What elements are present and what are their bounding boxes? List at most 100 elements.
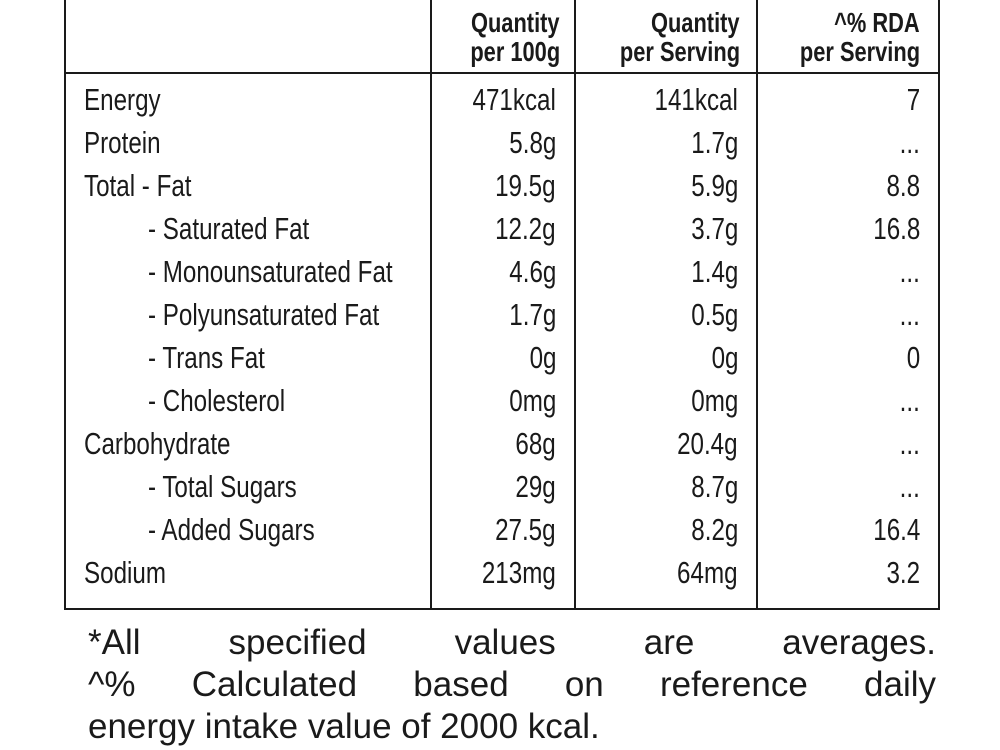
value-per-serving: 141kcal bbox=[576, 78, 738, 121]
nutrient-name: - Monounsaturated Fat bbox=[148, 250, 488, 293]
table-row: - Trans Fat 0g 0g 0 bbox=[66, 336, 938, 379]
nutrient-name: - Total Sugars bbox=[148, 465, 488, 508]
value-rda-text: ... bbox=[899, 125, 920, 160]
table-row: - Polyunsaturated Fat 1.7g 0.5g... bbox=[66, 293, 938, 336]
value-rda-text: ... bbox=[899, 383, 920, 418]
nutrient-name-text: Total - Fat bbox=[84, 168, 192, 203]
value-rda: 0 bbox=[758, 336, 920, 379]
nutrient-name-text: - Polyunsaturated Fat bbox=[148, 297, 380, 332]
value-per-100g: 1.7g bbox=[432, 293, 556, 336]
value-per-100g: 12.2g bbox=[432, 207, 556, 250]
nutrient-name: Total - Fat bbox=[84, 164, 424, 207]
value-per-serving: 0.5g bbox=[576, 293, 738, 336]
value-per-serving-text: 8.2g bbox=[690, 512, 738, 547]
header-rda: ^% RDA per Serving bbox=[758, 0, 920, 74]
value-rda-text: 7 bbox=[906, 82, 920, 117]
value-per-100g-text: 27.5g bbox=[495, 512, 556, 547]
column-divider bbox=[756, 0, 758, 608]
nutrient-name: Energy bbox=[84, 78, 424, 121]
value-per-serving-text: 1.7g bbox=[690, 125, 738, 160]
value-per-100g: 29g bbox=[432, 465, 556, 508]
value-rda: 8.8 bbox=[758, 164, 920, 207]
value-per-serving-text: 0mg bbox=[690, 383, 738, 418]
table-row: Total - Fat 19.5g 5.9g 8.8 bbox=[66, 164, 938, 207]
table-row: Protein 5.8g 1.7g... bbox=[66, 121, 938, 164]
value-per-100g-text: 471kcal bbox=[472, 82, 556, 117]
value-per-serving: 0mg bbox=[576, 379, 738, 422]
value-per-100g-text: 0g bbox=[529, 340, 556, 375]
value-per-100g-text: 1.7g bbox=[508, 297, 556, 332]
value-rda: ... bbox=[758, 465, 920, 508]
nutrient-name: - Cholesterol bbox=[148, 379, 488, 422]
nutrient-name-text: Carbohydrate bbox=[84, 426, 231, 461]
value-per-100g: 68g bbox=[432, 422, 556, 465]
value-rda-text: ... bbox=[899, 297, 920, 332]
value-rda: ... bbox=[758, 422, 920, 465]
value-per-serving: 8.7g bbox=[576, 465, 738, 508]
value-per-100g: 5.8g bbox=[432, 121, 556, 164]
header-rda-line2: per Serving bbox=[799, 36, 920, 67]
value-per-serving: 1.7g bbox=[576, 121, 738, 164]
value-per-serving-text: 0.5g bbox=[690, 297, 738, 332]
value-rda: ... bbox=[758, 250, 920, 293]
value-per-serving: 5.9g bbox=[576, 164, 738, 207]
value-per-100g: 0mg bbox=[432, 379, 556, 422]
footnote-line: ^% Calculated based on reference daily bbox=[88, 665, 936, 704]
value-per-100g-text: 19.5g bbox=[495, 168, 556, 203]
nutrient-name: Sodium bbox=[84, 551, 424, 594]
column-divider bbox=[430, 0, 432, 608]
table-row: Energy 471kcal 141kcal 7 bbox=[66, 78, 938, 121]
nutrient-name-text: - Saturated Fat bbox=[148, 211, 310, 246]
nutrient-name: - Added Sugars bbox=[148, 508, 488, 551]
value-per-serving-text: 0g bbox=[711, 340, 738, 375]
header-rda-line1: ^% RDA bbox=[834, 7, 920, 38]
value-per-serving-text: 141kcal bbox=[654, 82, 738, 117]
nutrient-name: - Saturated Fat bbox=[148, 207, 488, 250]
nutrient-name: Protein bbox=[84, 121, 424, 164]
value-per-100g: 4.6g bbox=[432, 250, 556, 293]
value-per-100g-text: 5.8g bbox=[508, 125, 556, 160]
header-per-serving-line1: Quantity bbox=[651, 7, 740, 38]
value-rda-text: 16.8 bbox=[872, 211, 920, 246]
value-per-serving: 3.7g bbox=[576, 207, 738, 250]
footnote-line: *All specified values are averages. bbox=[88, 623, 936, 662]
header-per-serving: Quantity per Serving bbox=[576, 0, 740, 74]
value-per-serving-text: 5.9g bbox=[690, 168, 738, 203]
value-per-100g-text: 0mg bbox=[508, 383, 556, 418]
nutrient-name-text: - Added Sugars bbox=[148, 512, 315, 547]
nutrient-name: Carbohydrate bbox=[84, 422, 424, 465]
nutrient-name-text: - Total Sugars bbox=[148, 469, 297, 504]
value-per-100g-text: 4.6g bbox=[508, 254, 556, 289]
value-rda: ... bbox=[758, 293, 920, 336]
nutrient-name-text: - Cholesterol bbox=[148, 383, 286, 418]
nutrient-name-text: Sodium bbox=[84, 555, 166, 590]
value-per-100g-text: 68g bbox=[515, 426, 556, 461]
table-row: - Total Sugars 29g 8.7g... bbox=[66, 465, 938, 508]
value-per-serving: 8.2g bbox=[576, 508, 738, 551]
table-row: - Added Sugars 27.5g 8.2g 16.4 bbox=[66, 508, 938, 551]
header-per-100g-line2: per 100g bbox=[470, 36, 560, 67]
value-per-serving: 1.4g bbox=[576, 250, 738, 293]
value-per-100g-text: 29g bbox=[515, 469, 556, 504]
value-per-serving: 20.4g bbox=[576, 422, 738, 465]
value-rda: 7 bbox=[758, 78, 920, 121]
table-row: Sodium 213mg 64mg 3.2 bbox=[66, 551, 938, 594]
footnote-line: energy intake value of 2000 kcal. bbox=[88, 707, 600, 746]
value-per-serving-text: 64mg bbox=[677, 555, 738, 590]
header-per-serving-line2: per Serving bbox=[619, 36, 740, 67]
header-per-100g-line1: Quantity bbox=[471, 7, 560, 38]
table-row: - Saturated Fat 12.2g 3.7g 16.8 bbox=[66, 207, 938, 250]
value-rda: 3.2 bbox=[758, 551, 920, 594]
table-row: - Monounsaturated Fat 4.6g 1.4g... bbox=[66, 250, 938, 293]
value-per-100g: 0g bbox=[432, 336, 556, 379]
value-rda-text: 16.4 bbox=[872, 512, 920, 547]
header-divider bbox=[66, 72, 938, 74]
nutrient-name: - Polyunsaturated Fat bbox=[148, 293, 488, 336]
column-divider bbox=[574, 0, 576, 608]
value-rda-text: ... bbox=[899, 254, 920, 289]
value-rda-text: 3.2 bbox=[886, 555, 920, 590]
value-per-100g-text: 213mg bbox=[482, 555, 556, 590]
value-per-serving: 0g bbox=[576, 336, 738, 379]
value-per-100g: 19.5g bbox=[432, 164, 556, 207]
